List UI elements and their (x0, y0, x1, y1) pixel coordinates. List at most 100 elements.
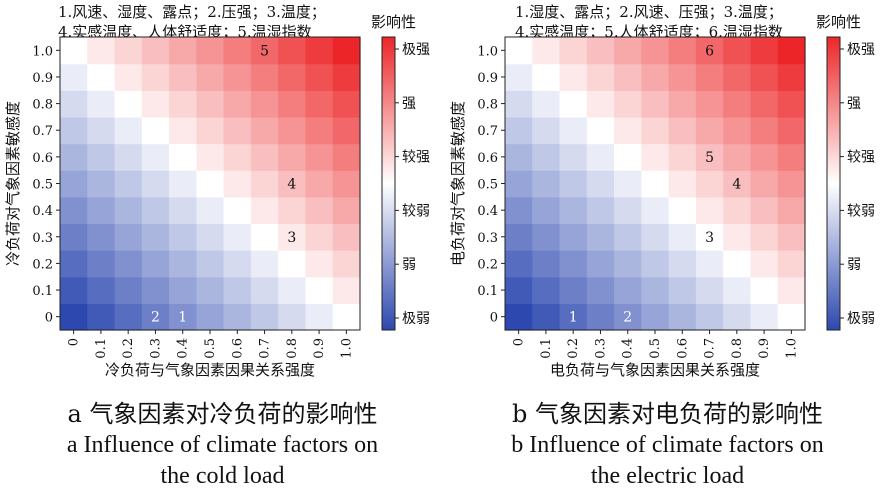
heatmap-cell (777, 63, 806, 91)
heatmap-cell (114, 143, 143, 171)
heatmap-cell (305, 116, 334, 145)
heatmap-cell (723, 196, 752, 225)
heatmap-cell (223, 223, 252, 251)
y-tick-label: 0.1 (32, 284, 53, 299)
heatmap-cell (114, 196, 143, 225)
heatmap-cell (505, 250, 533, 278)
heatmap-cell (250, 250, 279, 278)
colorbar-label: 较强 (847, 150, 875, 166)
x-tick-label: 0.5 (203, 338, 218, 359)
heatmap-cell (305, 196, 334, 225)
heatmap-cell (777, 116, 806, 145)
heatmap-cell (114, 303, 143, 331)
heatmap-cell (641, 223, 670, 251)
heatmap-cell (196, 196, 225, 225)
heatmap-cell (777, 90, 806, 118)
heatmap-cell (505, 223, 533, 251)
heatmap-cell (641, 196, 670, 225)
heatmap-cell (141, 170, 170, 198)
heatmap-cell (332, 63, 361, 91)
heatmap-cell (614, 196, 642, 225)
x-tick-label: 0.8 (285, 338, 300, 359)
heatmap-cell (668, 276, 697, 304)
heatmap-cell (250, 143, 279, 171)
factor-annotation: 5 (705, 150, 714, 166)
heatmap-cell (250, 63, 279, 91)
y-tick-label: 0.7 (32, 124, 53, 139)
heatmap-cell (695, 170, 724, 198)
heatmap-cell (695, 303, 724, 331)
colorbar-title: 影响性 (816, 13, 861, 31)
heatmap-cell (586, 303, 615, 331)
heatmap-cell (695, 223, 724, 251)
y-tick-label: 1.0 (477, 44, 498, 59)
heatmap-cell (196, 90, 225, 118)
x-tick-label: 0.2 (566, 338, 581, 359)
heatmap-cell (141, 276, 170, 304)
colorbar-label: 弱 (847, 257, 861, 273)
heatmap-cell (559, 196, 588, 225)
heatmap-cell (141, 63, 170, 91)
x-tick-label: 0.1 (94, 338, 109, 359)
x-tick-label: 1.0 (339, 338, 354, 359)
heatmap-cell (60, 170, 88, 198)
heatmap-cell (141, 303, 170, 331)
heatmap-cell (505, 170, 533, 198)
y-tick-label: 0.3 (32, 231, 53, 246)
factor-annotation: 4 (732, 177, 741, 193)
heatmap-cell (169, 90, 197, 118)
heatmap-cell (723, 303, 752, 331)
heatmap-cell (695, 37, 724, 65)
y-tick-label: 0.9 (32, 71, 53, 86)
heatmap-cell (559, 276, 588, 304)
heatmap-cell (169, 170, 197, 198)
heatmap-cell (87, 170, 116, 198)
heatmap-cell (750, 276, 779, 304)
heatmap-cell (114, 116, 143, 145)
x-tick-label: 0.9 (757, 338, 772, 359)
heatmap-cell (250, 223, 279, 251)
heatmap-cell (695, 143, 724, 171)
x-tick-label: 0.7 (703, 338, 718, 359)
heatmap-cell (777, 250, 806, 278)
heatmap-cell (250, 37, 279, 65)
heatmap-cell (196, 276, 225, 304)
heatmap-cell (586, 223, 615, 251)
factor-annotation: 5 (260, 43, 269, 59)
factor-annotation: 1 (569, 310, 578, 326)
y-tick-label: 1.0 (32, 44, 53, 59)
heatmap-chart-cold-load: 1.风速、湿度、露点；2.压强；3.温度；4.实感温度、人体舒适度；5.温湿指数… (4, 3, 430, 379)
heatmap-cell (332, 37, 361, 65)
factor-annotation: 2 (151, 310, 160, 326)
heatmap-cell (695, 276, 724, 304)
heatmap-cell (559, 37, 588, 65)
heatmap-cell (559, 90, 588, 118)
x-tick-label: 0.2 (121, 338, 136, 359)
heatmap-cell (532, 37, 561, 65)
heatmap-cell (614, 143, 642, 171)
colorbar-label: 极强 (847, 42, 875, 58)
heatmap-cell (559, 250, 588, 278)
y-axis-label: 冷负荷对气象因素敏感度 (4, 101, 22, 266)
heatmap-cell (278, 37, 307, 65)
heatmap-cell (505, 303, 533, 331)
heatmap-cell (278, 276, 307, 304)
heatmap-cell (750, 63, 779, 91)
heatmap-cell (223, 90, 252, 118)
heatmap-cell (641, 90, 670, 118)
heatmap-cell (532, 63, 561, 91)
heatmap-cell (641, 170, 670, 198)
heatmap-cell (614, 116, 642, 145)
heatmap-cell (750, 37, 779, 65)
heatmap-cell (278, 90, 307, 118)
heatmap-cell (250, 196, 279, 225)
heatmap-cell (559, 143, 588, 171)
heatmap-cell (668, 63, 697, 91)
heatmap-cell (196, 250, 225, 278)
heatmap-cell (777, 37, 806, 65)
heatmap-cell (559, 223, 588, 251)
heatmap-cell (750, 250, 779, 278)
heatmap-cell (614, 303, 642, 331)
heatmap-cell (60, 63, 88, 91)
